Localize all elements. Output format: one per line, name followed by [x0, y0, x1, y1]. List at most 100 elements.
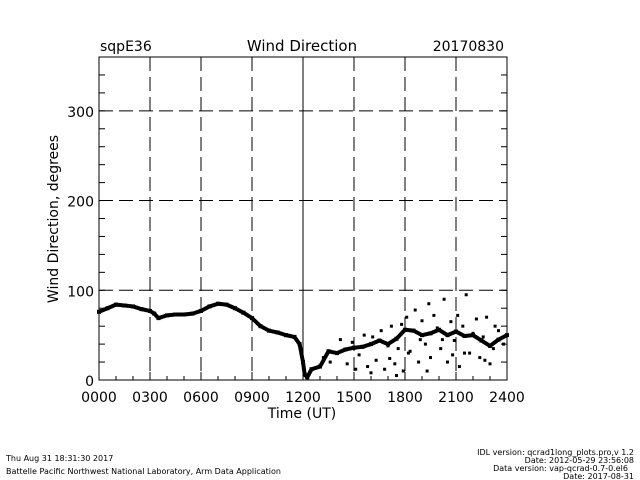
chart-title: Wind Direction — [247, 37, 357, 55]
data-point — [464, 293, 468, 297]
data-point — [457, 365, 461, 369]
footer-idl-date: Date: 2012-05-29 23:56:08 — [525, 456, 634, 465]
data-point — [479, 338, 484, 343]
data-point — [400, 322, 404, 326]
data-point — [345, 362, 349, 366]
x-tick-label: 2100 — [438, 390, 474, 406]
data-point — [389, 324, 393, 328]
data-point — [139, 307, 144, 312]
site-label: sqpE36 — [100, 39, 152, 55]
data-point — [405, 315, 409, 319]
data-point — [471, 331, 475, 335]
data-point — [423, 342, 427, 346]
data-points — [97, 293, 509, 380]
data-point — [354, 367, 358, 371]
data-point — [463, 351, 466, 355]
data-point — [410, 329, 414, 333]
data-point — [393, 362, 397, 366]
data-point — [105, 306, 110, 311]
data-point — [377, 338, 382, 343]
x-tick-labels: 0000 0300 0600 0900 1200 1500 1800 2100 2400 — [81, 390, 525, 406]
data-point — [114, 302, 118, 307]
data-point — [190, 311, 195, 316]
data-point — [454, 329, 458, 334]
data-point — [362, 333, 366, 337]
data-point — [413, 308, 417, 312]
x-tick-label: 1200 — [285, 390, 321, 406]
data-point — [379, 329, 383, 333]
data-point — [488, 362, 492, 366]
data-point — [396, 347, 400, 351]
data-point — [233, 306, 237, 311]
footer-timestamp: Thu Aug 31 18:31:30 2017 — [5, 454, 113, 463]
data-point — [199, 308, 203, 313]
data-point — [335, 351, 339, 356]
data-point — [309, 367, 314, 372]
data-point — [493, 324, 497, 328]
data-point — [321, 356, 325, 360]
y-axis-label: Wind Direction, degrees — [46, 135, 62, 303]
data-point — [302, 372, 307, 377]
data-point — [350, 340, 354, 344]
data-point — [451, 353, 455, 357]
data-point — [435, 326, 439, 330]
footer-data-version: Data version: vap-qcrad-0.7-0.el6 — [493, 464, 628, 473]
data-point — [173, 312, 178, 317]
data-point — [425, 369, 429, 373]
data-point — [357, 353, 361, 357]
data-point — [394, 336, 399, 341]
x-tick-label: 0300 — [132, 390, 168, 406]
x-tick-label: 1800 — [387, 390, 423, 406]
data-point — [301, 360, 305, 365]
data-point — [439, 347, 443, 351]
data-point — [366, 365, 370, 369]
y-tick-label: 100 — [67, 284, 94, 300]
data-point — [411, 328, 416, 333]
data-point — [318, 364, 322, 369]
data-point — [485, 315, 489, 319]
data-point — [437, 327, 441, 332]
plot-frame — [98, 56, 508, 381]
data-point — [328, 360, 332, 364]
data-point — [352, 345, 356, 350]
x-tick-label: 0900 — [234, 390, 270, 406]
data-point — [488, 343, 492, 348]
data-point — [250, 316, 254, 321]
data-point — [297, 342, 302, 347]
data-point — [481, 335, 485, 339]
data-point — [275, 330, 280, 335]
data-point — [369, 342, 373, 347]
data-point — [440, 338, 444, 342]
x-tick-label: 1500 — [336, 390, 372, 406]
x-tick-label: 2400 — [489, 390, 525, 406]
data-point — [148, 308, 152, 313]
data-point — [369, 371, 373, 375]
data-point — [403, 327, 407, 332]
data-point — [224, 302, 229, 307]
data-point — [383, 367, 387, 371]
data-point — [449, 320, 453, 324]
data-point — [446, 360, 449, 364]
data-point — [427, 302, 431, 306]
data-point — [122, 303, 127, 308]
data-point — [418, 338, 422, 342]
data-point — [442, 297, 446, 301]
data-point — [386, 344, 390, 348]
data-point — [497, 329, 500, 333]
y-tick-label: 0 — [85, 374, 94, 390]
data-point — [406, 351, 410, 355]
data-point — [371, 335, 375, 339]
data-point — [417, 360, 421, 364]
data-point — [432, 313, 436, 317]
data-point — [207, 304, 212, 309]
y-tick-labels: 0 100 200 300 — [67, 105, 94, 390]
data-point — [496, 337, 501, 342]
data-point — [386, 342, 390, 347]
data-point — [326, 349, 331, 354]
data-point — [343, 347, 348, 352]
data-point — [462, 334, 467, 339]
data-point — [483, 358, 487, 362]
data-point — [429, 356, 432, 360]
data-point — [284, 333, 288, 338]
y-tick-label: 200 — [67, 195, 94, 211]
